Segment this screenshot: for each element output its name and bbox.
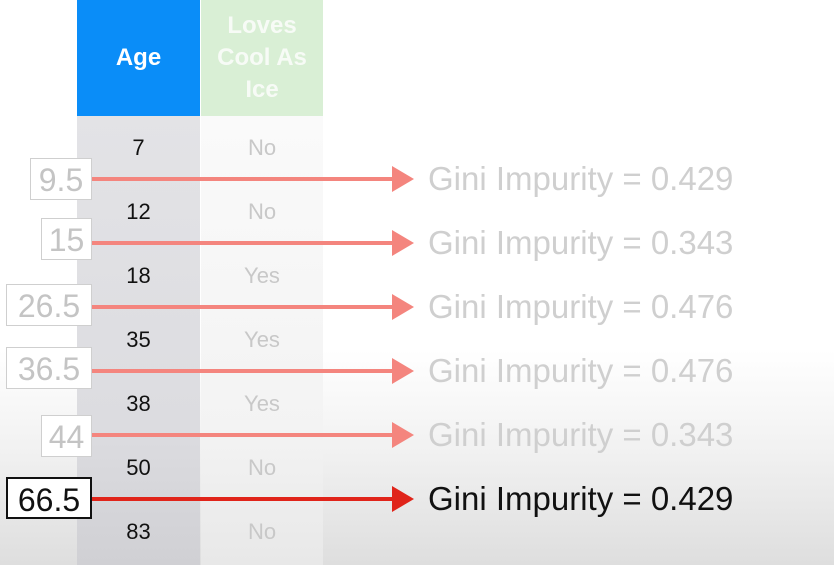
loves-cell-row-1: No (247, 135, 277, 160)
gini-impurity-label-6-active: Gini Impurity = 0.429 (428, 480, 734, 517)
arrow-threshold-3 (92, 294, 414, 320)
gini-impurity-label-2: Gini Impurity = 0.343 (428, 224, 734, 261)
age-cell-row-5: 38 (126, 391, 151, 416)
loves-header-line-3: Ice (245, 76, 279, 103)
arrow-threshold-5 (92, 422, 414, 448)
threshold-box-4: 36.5 (6, 347, 92, 389)
gini-impurity-label-3: Gini Impurity = 0.476 (428, 288, 734, 325)
threshold-box-5: 44 (41, 415, 92, 457)
gini-impurity-label-1: Gini Impurity = 0.429 (428, 160, 734, 197)
arrow-threshold-2 (92, 230, 414, 256)
age-cell-row-6: 50 (126, 455, 151, 480)
loves-cell-row-4: Yes (244, 327, 280, 352)
age-cell-row-3: 18 (126, 263, 151, 288)
threshold-box-2: 15 (41, 218, 92, 260)
arrow-threshold-4 (92, 358, 414, 384)
threshold-box-6-active: 66.5 (6, 477, 92, 519)
age-column (77, 116, 200, 565)
age-cell-row-7: 83 (126, 519, 151, 544)
arrow-threshold-6-active (92, 486, 414, 512)
age-cell-row-4: 35 (126, 327, 151, 352)
loves-header-line-1: Loves (227, 12, 297, 39)
age-cell-row-2: 12 (126, 199, 151, 224)
loves-header-line-2: Cool As (217, 44, 307, 71)
loves-cell-row-7: No (247, 519, 277, 544)
loves-cell-row-6: No (247, 455, 277, 480)
loves-cell-row-3: Yes (244, 263, 280, 288)
threshold-box-3: 26.5 (6, 284, 92, 326)
gini-impurity-label-4: Gini Impurity = 0.476 (428, 352, 734, 389)
arrow-threshold-1 (92, 166, 414, 192)
age-column-header: Age (77, 0, 200, 116)
loves-column (201, 116, 323, 565)
loves-cell-row-2: No (247, 199, 277, 224)
threshold-box-1: 9.5 (30, 158, 92, 200)
gini-impurity-label-5: Gini Impurity = 0.343 (428, 416, 734, 453)
loves-cell-row-5: Yes (244, 391, 280, 416)
age-header-label: Age (115, 44, 162, 71)
age-cell-row-1: 7 (132, 135, 145, 160)
loves-cool-as-ice-column-header: Loves Cool As Ice (201, 0, 323, 116)
